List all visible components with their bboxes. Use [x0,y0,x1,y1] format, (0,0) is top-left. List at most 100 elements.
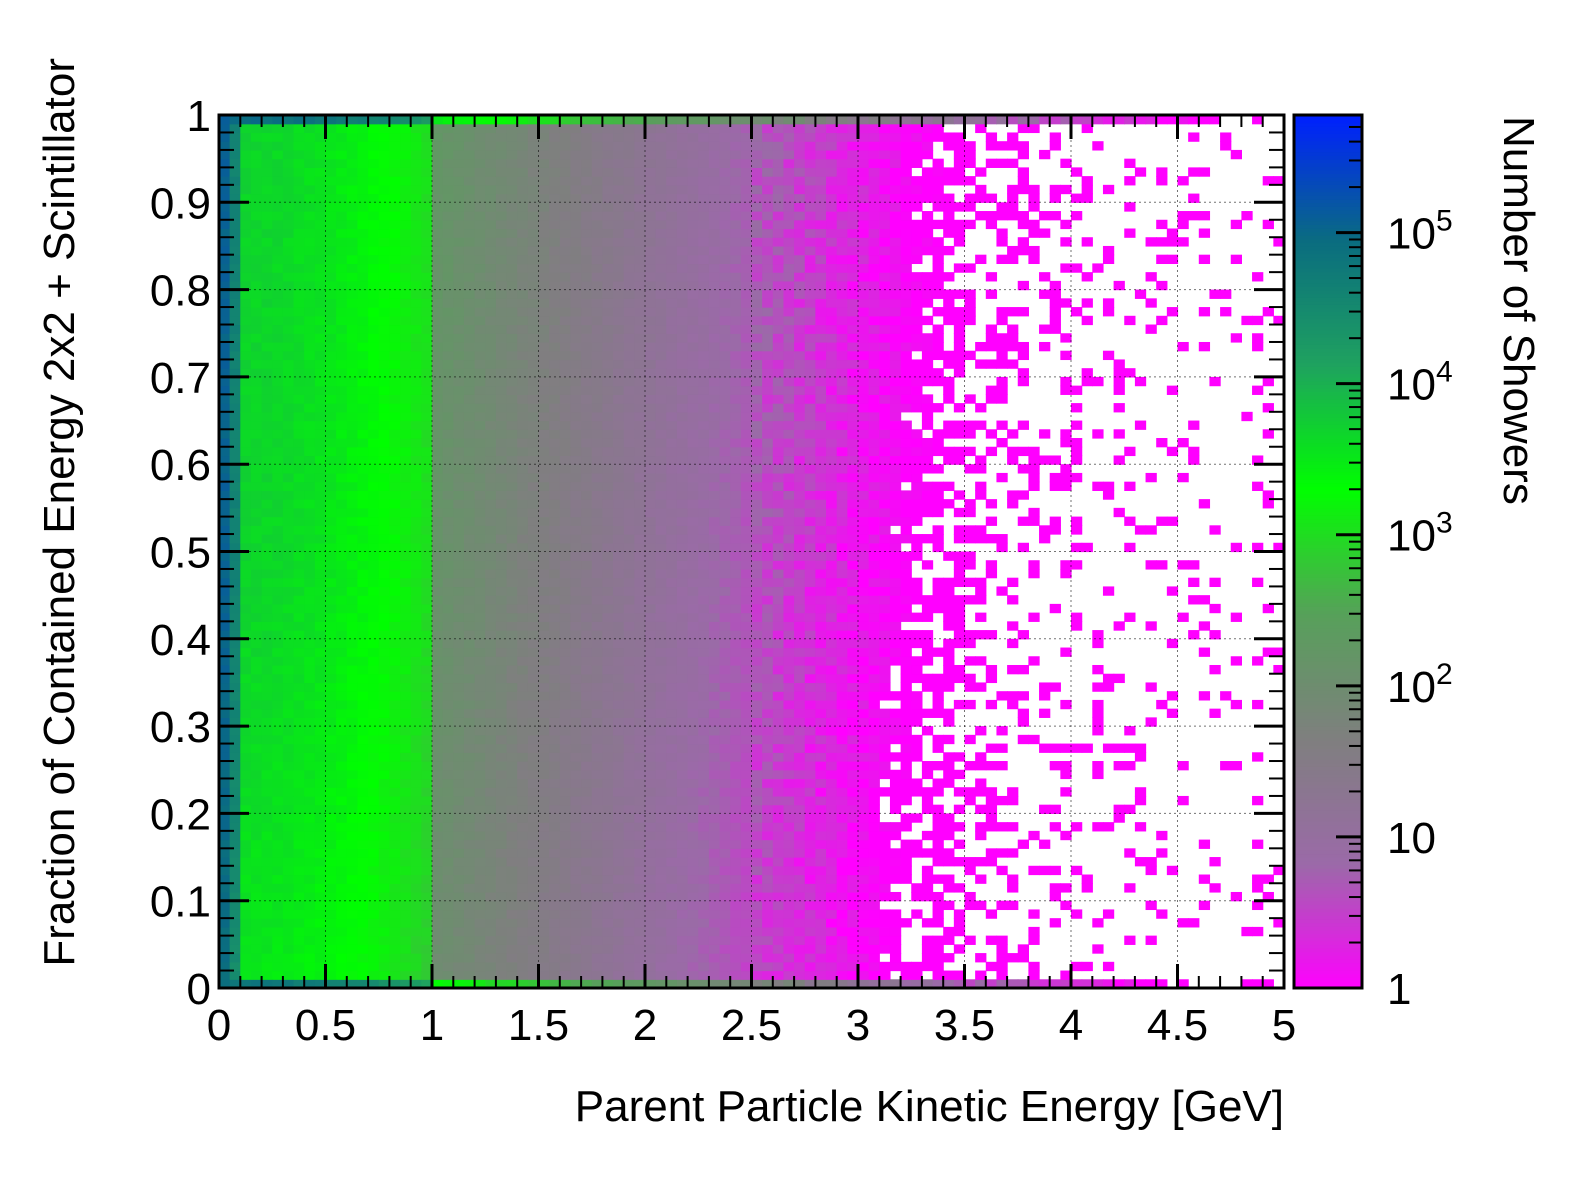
heatmap-cell [506,263,518,273]
heatmap-cell [676,900,689,911]
heatmap-cell [325,429,337,439]
heatmap-cell [676,272,689,282]
heatmap-cell [549,507,561,518]
heatmap-cell [272,708,284,718]
heatmap-cell [261,734,273,745]
heatmap-cell [378,307,390,317]
heatmap-cell [453,568,465,579]
heatmap-cell [325,752,337,762]
heatmap-cell [453,795,465,806]
heatmap-cell [698,385,710,395]
heatmap-cell [250,900,263,911]
heatmap-cell [645,376,657,387]
heatmap-cell [687,874,699,884]
heatmap-cell [346,245,359,256]
heatmap-cell [495,237,508,247]
heatmap-cell [432,534,444,544]
heatmap-cell [559,472,572,483]
heatmap-cell [261,918,273,928]
heatmap-cell [666,891,678,902]
heatmap-cell [432,883,444,893]
heatmap-cell [559,525,572,535]
heatmap-cell [549,289,561,299]
heatmap-cell [442,664,454,675]
heatmap-cell [485,228,497,238]
heatmap-cell [314,883,327,893]
heatmap-cell [538,717,550,727]
heatmap-cell [325,699,337,710]
heatmap-cell [325,970,337,980]
heatmap-cell [410,219,422,230]
heatmap-cell [666,324,678,334]
heatmap-cell [250,211,263,221]
heatmap-cell [708,909,721,919]
heatmap-cell [474,612,486,622]
heatmap-cell [293,481,305,491]
heatmap-cell [687,438,699,448]
heatmap-cell [325,176,337,186]
heatmap-cell [527,848,540,858]
heatmap-cell [346,499,359,509]
heatmap-cell [314,167,327,177]
heatmap-cell [314,411,327,422]
heatmap-cell [538,743,550,753]
heatmap-cell [591,228,603,238]
heatmap-cell [687,551,699,561]
heatmap-cell [730,237,742,247]
heatmap-cell [261,664,273,675]
heatmap-cell [282,630,295,640]
heatmap-cell [634,141,646,151]
heatmap-cell [708,691,721,701]
heatmap-cell [304,830,316,841]
heatmap-cell [666,202,678,212]
heatmap-cell [655,638,667,649]
heatmap-cell [698,647,710,657]
heatmap-cell [485,656,497,666]
heatmap-cell [485,813,497,823]
heatmap-cell [559,499,572,509]
heatmap-cell [687,123,699,134]
heatmap-cell [314,656,327,666]
heatmap-cell [719,961,731,972]
heatmap-cell [261,891,273,902]
heatmap-cell [357,577,369,588]
heatmap-cell [389,324,401,334]
heatmap-cell [495,813,508,823]
heatmap-cell [378,944,390,954]
heatmap-cell [613,708,625,718]
heatmap-cell [698,638,710,649]
heatmap-cell [250,525,263,535]
heatmap-cell [272,307,284,317]
heatmap-cell [559,900,572,911]
heatmap-cell [336,612,348,622]
heatmap-cell [517,289,529,299]
heatmap-cell [506,333,518,343]
heatmap-cell [421,132,433,142]
heatmap-cell [527,490,540,500]
heatmap-cell [655,918,667,928]
heatmap-cell [570,280,582,291]
heatmap-cell [442,507,454,518]
heatmap-cell [730,874,742,884]
heatmap-cell [229,499,241,509]
heatmap-cell [314,813,327,823]
heatmap-cell [400,193,412,203]
heatmap-cell [410,560,422,570]
heatmap-cell [272,586,284,596]
heatmap-cell [219,603,231,614]
heatmap-cell [623,289,635,299]
heatmap-cell [719,324,731,334]
heatmap-cell [293,726,305,736]
heatmap-cell [708,167,721,177]
heatmap-cell [645,525,657,535]
heatmap-cell [357,603,369,614]
heatmap-cell [634,280,646,291]
heatmap-cell [623,979,635,989]
heatmap-cell [570,848,582,858]
heatmap-cell [357,761,369,771]
heatmap-cell [421,848,433,858]
heatmap-cell [389,158,401,168]
heatmap-cell [634,699,646,710]
heatmap-cell [655,961,667,972]
heatmap-cell [698,769,710,780]
